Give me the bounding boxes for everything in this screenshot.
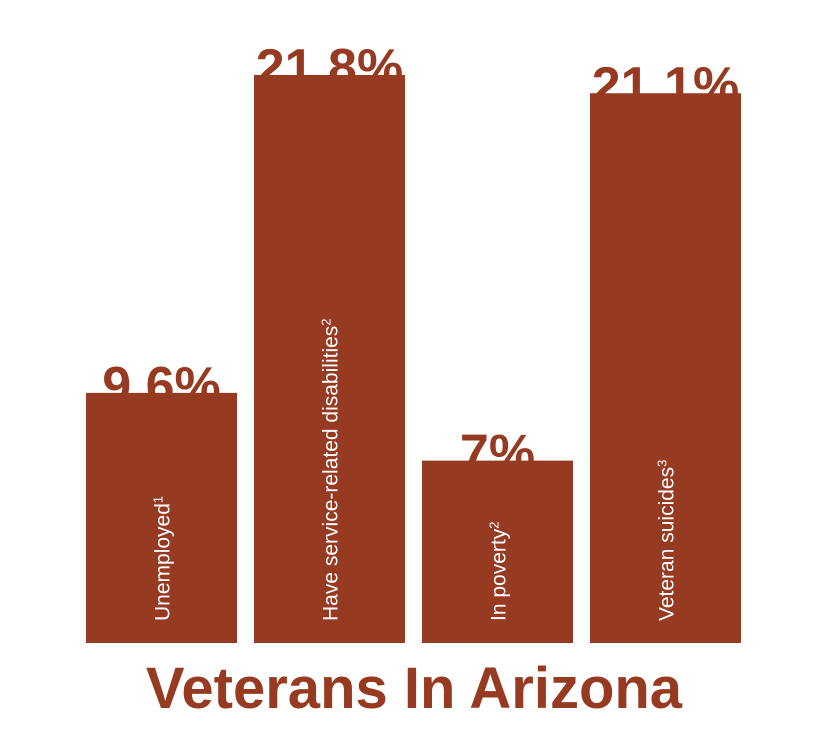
bars-group: 9.6% Unemployed1 21.8% Have service-related…	[86, 39, 741, 644]
bar-4	[590, 93, 741, 644]
footnote-marker: 1	[150, 496, 165, 503]
category-label-2: Have service-related disabilities2	[318, 318, 343, 621]
value-label-1: 9.6%	[102, 357, 221, 415]
value-label-4: 21.1%	[592, 57, 739, 115]
bar-1	[86, 392, 237, 643]
bar-3	[422, 460, 573, 643]
category-label-3: In poverty2	[486, 522, 511, 621]
bar-2	[254, 75, 405, 643]
footnote-marker: 2	[318, 318, 333, 325]
category-label-4: Veteran suicides3	[654, 460, 679, 621]
value-label-2: 21.8%	[256, 39, 403, 97]
footnote-marker: 2	[486, 522, 501, 529]
chart-title: Veterans In Arizona	[146, 656, 683, 721]
value-label-3: 7%	[460, 425, 535, 483]
category-label-1: Unemployed1	[150, 496, 175, 621]
footnote-marker: 3	[654, 460, 669, 467]
